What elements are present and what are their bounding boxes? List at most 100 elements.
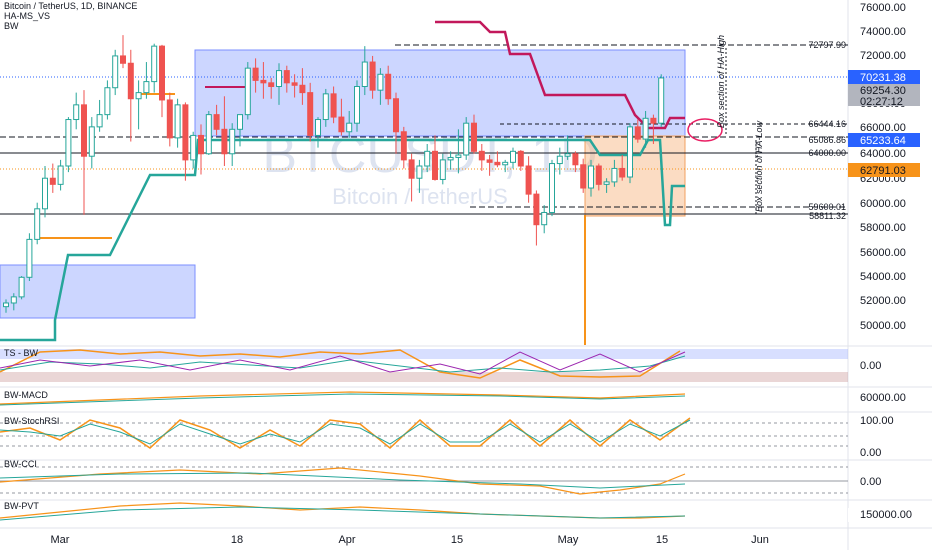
x-tick: 15: [656, 534, 668, 546]
level-label-1: 72797.99: [808, 40, 846, 50]
candle-body: [354, 86, 360, 124]
candle-body: [346, 122, 353, 133]
candle-body: [190, 134, 197, 161]
candle-body: [10, 296, 17, 304]
pane-pvt[interactable]: BW-PVT 150000.00: [0, 499, 932, 522]
y-axis: 76000.00 74000.00 72000.00 68000.00 6600…: [860, 2, 906, 332]
pane-ts-bw[interactable]: TS - BW 0.00: [0, 345, 932, 382]
x-tick: Mar: [51, 534, 70, 546]
current-price: 70231.38: [860, 72, 906, 84]
y-tick: 76000.00: [860, 2, 906, 14]
candle-body: [369, 61, 376, 91]
candle-body: [393, 98, 399, 133]
x-tick: Jun: [751, 534, 769, 546]
indicator-ha-ms: HA-MS_VS: [4, 11, 50, 21]
candle-body: [486, 159, 493, 163]
candle-body: [260, 79, 267, 84]
candle-body: [18, 276, 25, 298]
ha-high-price: 69254.30: [860, 85, 906, 97]
pane-stochrsi[interactable]: BW-StochRSI 100.00 0.00: [0, 411, 932, 459]
pane-label: BW-StochRSI: [4, 416, 59, 426]
x-tick: 18: [231, 534, 243, 546]
candle-body: [322, 93, 329, 121]
symbol-title: Bitcoin / TetherUS, 1D, BINANCE: [4, 1, 137, 11]
pane-cci[interactable]: BW-CCI 0.00: [0, 459, 932, 495]
candle-body: [229, 128, 236, 155]
candle-body: [81, 104, 87, 157]
candle-body: [385, 73, 392, 100]
candle-body: [416, 165, 423, 179]
candle-body: [73, 104, 80, 121]
candle-body: [143, 81, 150, 94]
y-tick: 66000.00: [860, 122, 906, 134]
pane-tick: 60000.00: [860, 392, 906, 404]
y-tick: 52000.00: [860, 295, 906, 307]
candle-body: [283, 70, 290, 84]
candle-body: [455, 154, 462, 158]
candle-body: [159, 45, 165, 101]
candle-body: [463, 122, 470, 156]
candle-body: [291, 82, 298, 86]
candle-body: [252, 67, 259, 81]
pane-label: BW-PVT: [4, 501, 39, 511]
ha-high-tag: [848, 84, 920, 106]
level-label-6: 58811.32: [809, 211, 846, 221]
candle-body: [541, 211, 548, 226]
y-tick: 54000.00: [860, 271, 906, 283]
candle-body: [658, 77, 665, 124]
candle-body: [166, 99, 173, 139]
candle-body: [315, 119, 321, 136]
candle-body: [42, 177, 48, 210]
annotation-box-high: Box section of HA-High: [716, 35, 726, 128]
countdown: 02:27:12: [860, 96, 903, 108]
candle-body: [572, 153, 579, 166]
candle-body: [299, 84, 306, 94]
candle-body: [634, 126, 641, 140]
pane-tick-bottom: 0.00: [860, 447, 881, 459]
candle-body: [112, 55, 119, 89]
candle-body: [330, 93, 337, 118]
teal-support-line: [0, 138, 685, 342]
candle-body: [447, 156, 454, 161]
candle-body: [580, 164, 587, 189]
candle-body: [525, 165, 532, 195]
y-tick: 60000.00: [860, 198, 906, 210]
box-low-price: 65233.64: [860, 135, 906, 147]
candle-body: [650, 117, 657, 124]
y-tick: 50000.00: [860, 320, 906, 332]
x-tick: May: [558, 534, 579, 546]
candle-body: [549, 163, 555, 213]
candle-body: [135, 92, 142, 100]
candle-body: [439, 159, 446, 180]
candle-body: [174, 104, 181, 139]
candle-body: [424, 150, 431, 167]
candle-body: [627, 126, 633, 178]
candle-body: [408, 159, 415, 179]
candle-body: [104, 87, 111, 116]
y-tick: 72000.00: [860, 50, 906, 62]
candle-body: [611, 167, 618, 183]
candle-body: [65, 119, 72, 167]
pane-macd[interactable]: BW-MACD 60000.00: [0, 386, 932, 406]
orange-level-price: 62791.03: [860, 165, 906, 177]
candle-body: [276, 70, 282, 87]
candle-body: [120, 55, 126, 64]
y-tick: 64000.00: [860, 148, 906, 160]
candle-body: [494, 161, 501, 166]
candle-body: [88, 126, 95, 157]
y-tick: 74000.00: [860, 26, 906, 38]
candle-body: [34, 208, 41, 240]
candle-body: [307, 92, 314, 136]
candle-body: [26, 238, 33, 278]
candle-body: [588, 165, 594, 189]
indicator-bw: BW: [4, 21, 19, 31]
y-tick: 56000.00: [860, 247, 906, 259]
pane-label: BW-CCI: [4, 459, 37, 469]
candle-body: [400, 131, 407, 161]
candle-body: [213, 114, 220, 130]
candle-body: [478, 150, 485, 161]
candle-body: [564, 153, 571, 157]
level-label-5: 59600.01: [808, 202, 846, 212]
candle-body: [619, 167, 626, 178]
